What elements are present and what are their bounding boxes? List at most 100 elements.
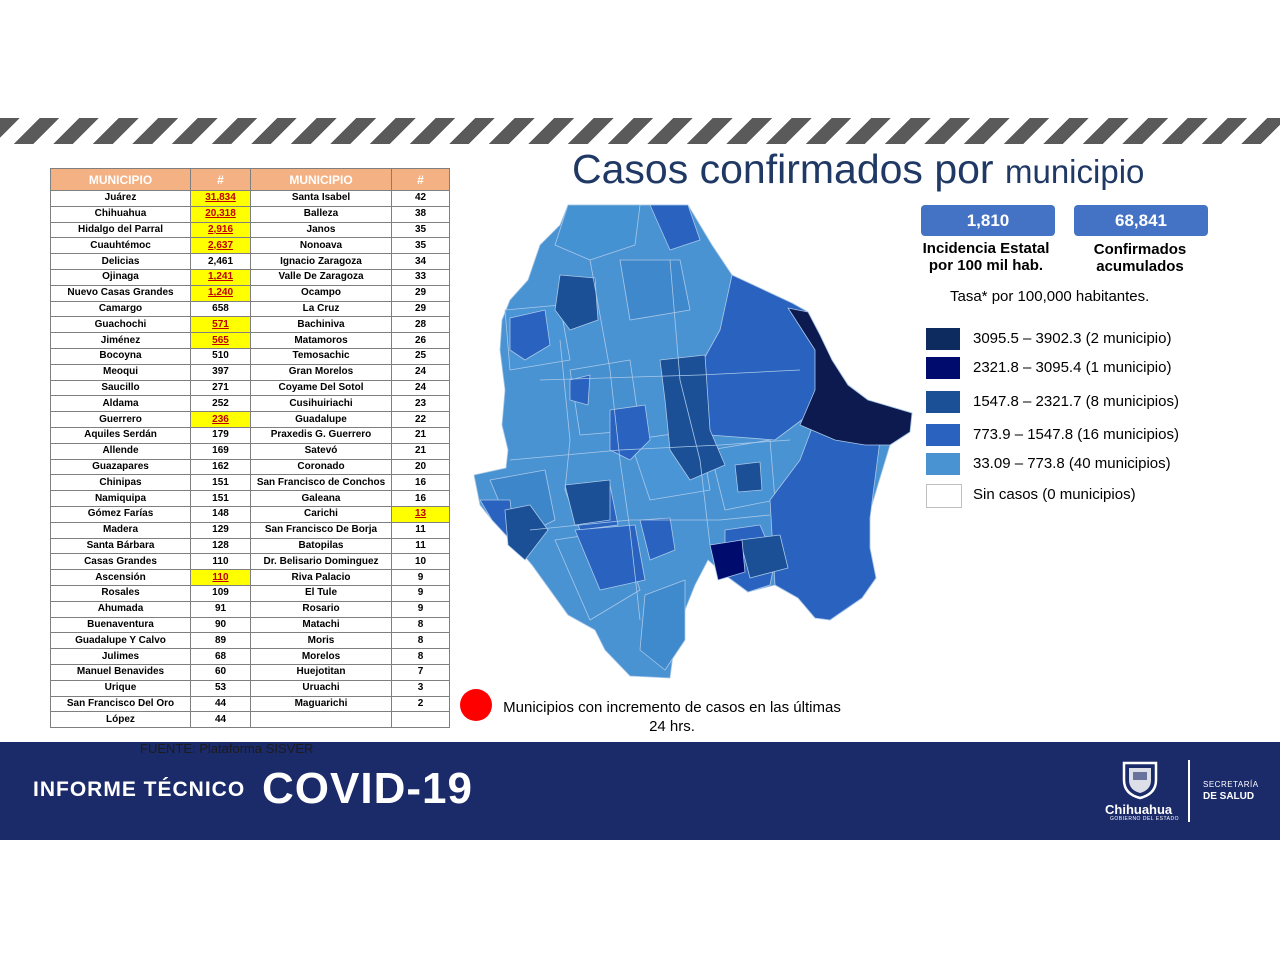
title-small: municipio — [1005, 153, 1144, 190]
column-header: # — [191, 169, 251, 191]
legend-swatch — [926, 484, 962, 508]
legend-label: 2321.8 – 3095.4 (1 municipio) — [973, 359, 1171, 376]
table-row: Rosales 109 El Tule 9 — [51, 585, 450, 601]
incidence-label-line: Incidencia Estatal — [911, 240, 1061, 257]
case-count-cell: 151 — [191, 491, 251, 507]
case-count-cell: 179 — [191, 427, 251, 443]
case-count-cell: 510 — [191, 348, 251, 364]
case-count-cell: 162 — [191, 459, 251, 475]
municipality-name-cell: Hidalgo del Parral — [51, 222, 191, 238]
case-count-cell: 397 — [191, 364, 251, 380]
municipality-name-cell: Manuel Benavides — [51, 664, 191, 680]
confirmed-label-line: Confirmados — [1065, 241, 1215, 258]
municipality-name-cell: Aquiles Serdán — [51, 427, 191, 443]
municipality-name-cell: Janos — [251, 222, 392, 238]
column-header: MUNICIPIO — [251, 169, 392, 191]
case-count-cell: 128 — [191, 538, 251, 554]
case-count-cell: 60 — [191, 664, 251, 680]
case-count-cell: 44 — [191, 712, 251, 728]
municipality-name-cell: Dr. Belisario Dominguez — [251, 554, 392, 570]
table-row: Santa Bárbara 128 Batopilas 11 — [51, 538, 450, 554]
case-count-cell: 22 — [392, 412, 450, 428]
table-row: Julimes 68 Morelos 8 — [51, 649, 450, 665]
case-count-cell: 29 — [392, 301, 450, 317]
case-count-cell: 29 — [392, 285, 450, 301]
column-header: # — [392, 169, 450, 191]
table-row: Ahumada 91 Rosario 9 — [51, 601, 450, 617]
municipality-name-cell: Gran Morelos — [251, 364, 392, 380]
case-count-cell: 35 — [392, 222, 450, 238]
case-count-cell: 44 — [191, 696, 251, 712]
case-count-cell: 10 — [392, 554, 450, 570]
municipality-name-cell: Guerrero — [51, 412, 191, 428]
case-count-cell: 21 — [392, 443, 450, 459]
municipality-name-cell: Saucillo — [51, 380, 191, 396]
municipality-name-cell: Camargo — [51, 301, 191, 317]
table-row: Casas Grandes 110 Dr. Belisario Dominguez 1… — [51, 554, 450, 570]
table-row: Delicias 2,461 Ignacio Zaragoza 34 — [51, 254, 450, 270]
municipality-name-cell: Urique — [51, 680, 191, 696]
case-count-cell: 236 — [191, 412, 251, 428]
table-row: Madera 129 San Francisco De Borja 11 — [51, 522, 450, 538]
footer-salud: DE SALUD — [1203, 791, 1254, 802]
municipality-name-cell: López — [51, 712, 191, 728]
municipality-name-cell: Ignacio Zaragoza — [251, 254, 392, 270]
table-row: Meoqui 397 Gran Morelos 24 — [51, 364, 450, 380]
case-count-cell: 25 — [392, 348, 450, 364]
table-row: Ascensión 110 Riva Palacio 9 — [51, 570, 450, 586]
municipality-name-cell: Chinipas — [51, 475, 191, 491]
municipality-name-cell: Chihuahua — [51, 206, 191, 222]
legend-swatch — [926, 357, 960, 379]
column-header: MUNICIPIO — [51, 169, 191, 191]
municipality-name-cell: Batopilas — [251, 538, 392, 554]
table-row: Urique 53 Uruachi 3 — [51, 680, 450, 696]
municipality-name-cell: Praxedis G. Guerrero — [251, 427, 392, 443]
case-count-cell: 24 — [392, 380, 450, 396]
case-count-cell: 9 — [392, 585, 450, 601]
municipality-name-cell: Guazapares — [51, 459, 191, 475]
municipality — [735, 462, 762, 492]
case-count-cell: 31,834 — [191, 191, 251, 207]
incidence-value-box: 1,810 — [921, 205, 1055, 236]
case-count-cell: 1,240 — [191, 285, 251, 301]
legend-swatch — [926, 328, 960, 350]
table-header-row: MUNICIPIO # MUNICIPIO # — [51, 169, 450, 191]
table-row: Guadalupe Y Calvo 89 Moris 8 — [51, 633, 450, 649]
municipality-name-cell: Allende — [51, 443, 191, 459]
table-row: Saucillo 271 Coyame Del Sotol 24 — [51, 380, 450, 396]
footer-secretaria: SECRETARÍA — [1203, 780, 1259, 789]
table-row: Camargo 658 La Cruz 29 — [51, 301, 450, 317]
municipality-name-cell: Rosario — [251, 601, 392, 617]
rate-note: Tasa* por 100,000 habitantes. — [950, 288, 1149, 305]
municipality-name-cell: Guadalupe — [251, 412, 392, 428]
municipality-name-cell: Guachochi — [51, 317, 191, 333]
case-count-cell: 658 — [191, 301, 251, 317]
page-title: Casos confirmados por municipio — [572, 146, 1144, 193]
municipality-name-cell: Juárez — [51, 191, 191, 207]
table-row: Jiménez 565 Matamoros 26 — [51, 333, 450, 349]
municipality-name-cell: Ascensión — [51, 570, 191, 586]
title-main: Casos confirmados por — [572, 146, 994, 192]
municipality-name-cell: Coyame Del Sotol — [251, 380, 392, 396]
case-count-cell: 53 — [191, 680, 251, 696]
table-row: Juárez 31,834 Santa Isabel 42 — [51, 191, 450, 207]
case-count-cell: 26 — [392, 333, 450, 349]
case-count-cell: 68 — [191, 649, 251, 665]
municipality-name-cell: Ahumada — [51, 601, 191, 617]
increase-note-line: 24 hrs. — [492, 717, 852, 736]
case-count-cell: 11 — [392, 538, 450, 554]
municipality-name-cell: Satevó — [251, 443, 392, 459]
municipality-name-cell: Uruachi — [251, 680, 392, 696]
municipality-name-cell: Bocoyna — [51, 348, 191, 364]
confirmed-label-line: acumulados — [1065, 258, 1215, 275]
municipality-name-cell: Ojinaga — [51, 269, 191, 285]
table-row: Guachochi 571 Bachiniva 28 — [51, 317, 450, 333]
municipality-name-cell: San Francisco De Borja — [251, 522, 392, 538]
increase-note: Municipios con incremento de casos en la… — [492, 698, 852, 736]
municipality-name-cell: Bachiniva — [251, 317, 392, 333]
incidence-label: Incidencia Estatal por 100 mil hab. — [911, 240, 1061, 274]
table-row: Allende 169 Satevó 21 — [51, 443, 450, 459]
table-row: Manuel Benavides 60 Huejotitan 7 — [51, 664, 450, 680]
table-row: Aquiles Serdán 179 Praxedis G. Guerrero 21 — [51, 427, 450, 443]
table-row: Ojinaga 1,241 Valle De Zaragoza 33 — [51, 269, 450, 285]
